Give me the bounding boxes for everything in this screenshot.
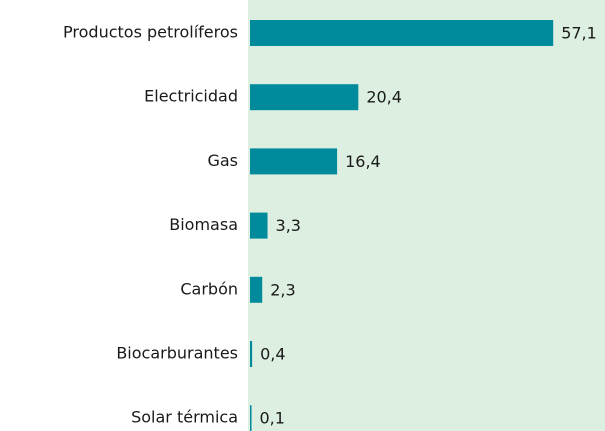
bar — [250, 148, 338, 175]
bar — [250, 341, 253, 367]
bar — [250, 84, 359, 111]
bar — [250, 20, 554, 46]
bar — [250, 276, 263, 303]
category-label: Biomasa — [169, 215, 238, 234]
value-label: 16,4 — [345, 152, 381, 171]
category-label: Electricidad — [144, 87, 238, 106]
value-label: 3,3 — [276, 216, 301, 235]
value-label: 0,1 — [260, 409, 285, 428]
category-label: Gas — [207, 151, 238, 170]
value-label: 57,1 — [561, 24, 597, 43]
category-label: Biocarburantes — [116, 344, 238, 363]
bar — [250, 212, 268, 239]
bar — [250, 405, 252, 431]
category-label: Productos petrolíferos — [63, 23, 238, 42]
category-label: Solar térmica — [131, 408, 238, 427]
value-label: 20,4 — [366, 88, 402, 107]
plot-area — [248, 0, 605, 431]
value-label: 0,4 — [260, 345, 285, 364]
category-label: Carbón — [180, 279, 238, 298]
value-label: 2,3 — [270, 280, 295, 299]
